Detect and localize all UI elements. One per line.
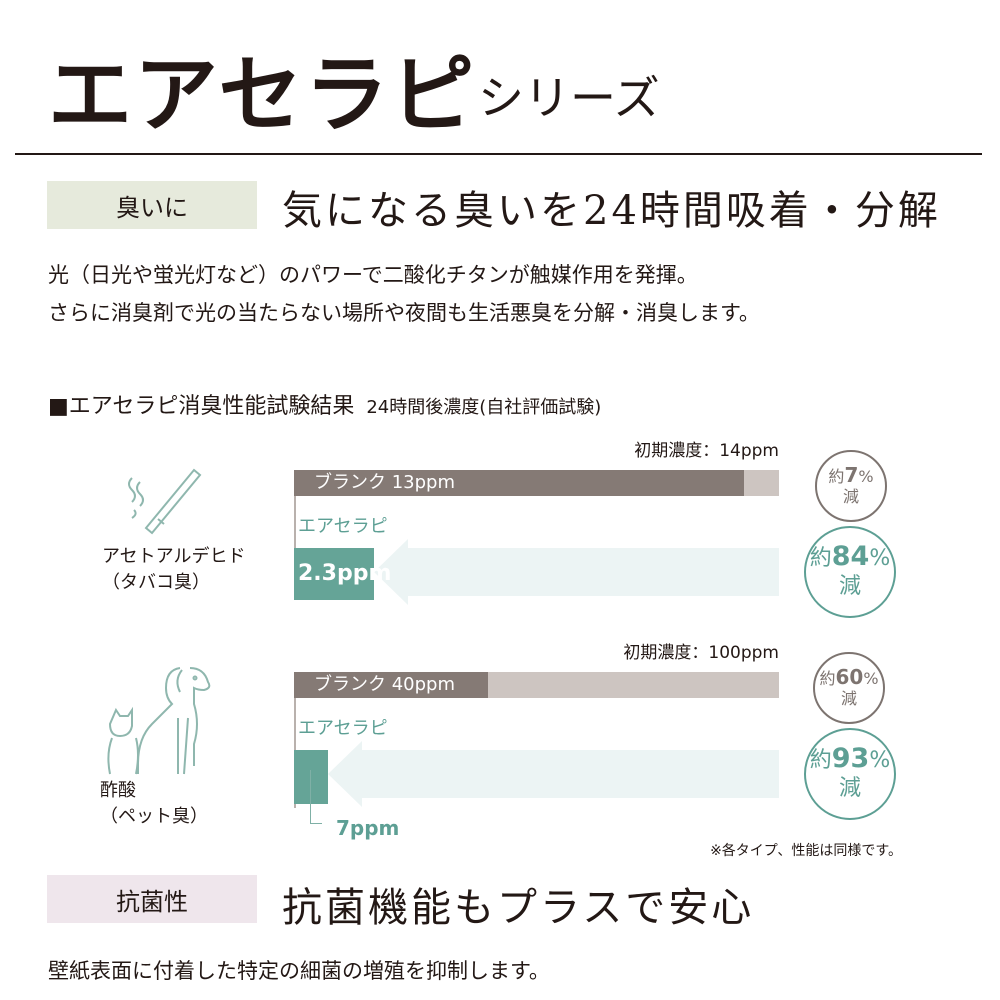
blank-reduction-badge: 約7% 減 [815,450,887,522]
reduction-arrow [328,741,779,807]
odor-name: 酢酸 [100,780,136,801]
badge-pre: 約 [809,546,832,571]
badge-post: 減 [838,776,861,801]
blank-reduction-badge: 約60% 減 [813,652,885,724]
badge-post: 減 [840,689,857,708]
section-body-antibacterial: 壁紙表面に付着した特定の細菌の増殖を抑制します。 [48,959,550,983]
section-body-odor: 光（日光や蛍光灯など）のパワーで二酸化チタンが触媒作用を発揮。 さらに消臭剤で光… [48,256,760,332]
chart-note: ※各タイプ、性能は同様です。 [710,843,902,859]
page-title: エアセラピ [48,45,477,144]
badge-post: 減 [842,487,859,506]
product-bar [294,750,328,804]
badge-pct: % [863,669,879,688]
blank-bar: ブランク 40ppm [294,672,488,698]
odor-label: 酢酸 （ペット臭） [100,778,208,830]
product-value: 7ppm [336,816,400,840]
section-tag-odor: 臭いに [47,181,257,229]
cigarette-icon [118,466,208,550]
badge-num: 7 [844,463,859,487]
chart-title-text: ■エアセラピ消臭性能試験結果 [48,394,355,419]
product-value: 2.3ppm [298,561,392,586]
initial-concentration: 初期濃度：14ppm [634,441,779,461]
chart-title: ■エアセラピ消臭性能試験結果 24時間後濃度(自社評価試験) [48,388,601,420]
page-subtitle: シリーズ [478,71,660,125]
chart-subtitle: 24時間後濃度(自社評価試験) [366,397,602,418]
section-heading-antibacterial: 抗菌機能もプラスで安心 [282,885,755,931]
product-bar: 2.3ppm [294,548,391,600]
product-reduction-badge: 約93% 減 [804,728,896,820]
section-heading-odor: 気になる臭いを24時間吸着・分解 [282,188,941,234]
body-line: さらに消臭剤で光の当たらない場所や夜間も生活悪臭を分解・消臭します。 [48,301,760,325]
blank-bar: ブランク 13ppm [294,470,745,496]
product-reduction-badge: 約84% 減 [804,526,896,618]
reduction-arrow [373,539,779,605]
badge-num: 93 [831,743,870,774]
badge-pre: 約 [819,669,836,688]
badge-pre: 約 [828,467,845,486]
badge-num: 84 [831,541,870,572]
body-line: 光（日光や蛍光灯など）のパワーで二酸化チタンが触媒作用を発揮。 [48,263,698,287]
initial-concentration: 初期濃度：100ppm [623,643,779,663]
badge-pre: 約 [809,748,832,773]
odor-sub: （タバコ臭） [102,572,210,593]
odor-name: アセトアルデヒド [102,546,246,567]
badge-pct: % [869,748,891,773]
section-tag-antibacterial: 抗菌性 [47,875,257,923]
badge-post: 減 [838,574,861,599]
badge-pct: % [858,467,874,486]
badge-num: 60 [835,665,864,689]
product-label: エアセラピ [298,516,388,537]
divider [15,153,982,155]
product-label: エアセラピ [298,718,388,739]
dog-cat-icon [100,658,220,782]
odor-sub: （ペット臭） [100,806,208,827]
badge-pct: % [869,546,891,571]
odor-label: アセトアルデヒド （タバコ臭） [102,544,245,596]
leader-line [310,770,322,824]
